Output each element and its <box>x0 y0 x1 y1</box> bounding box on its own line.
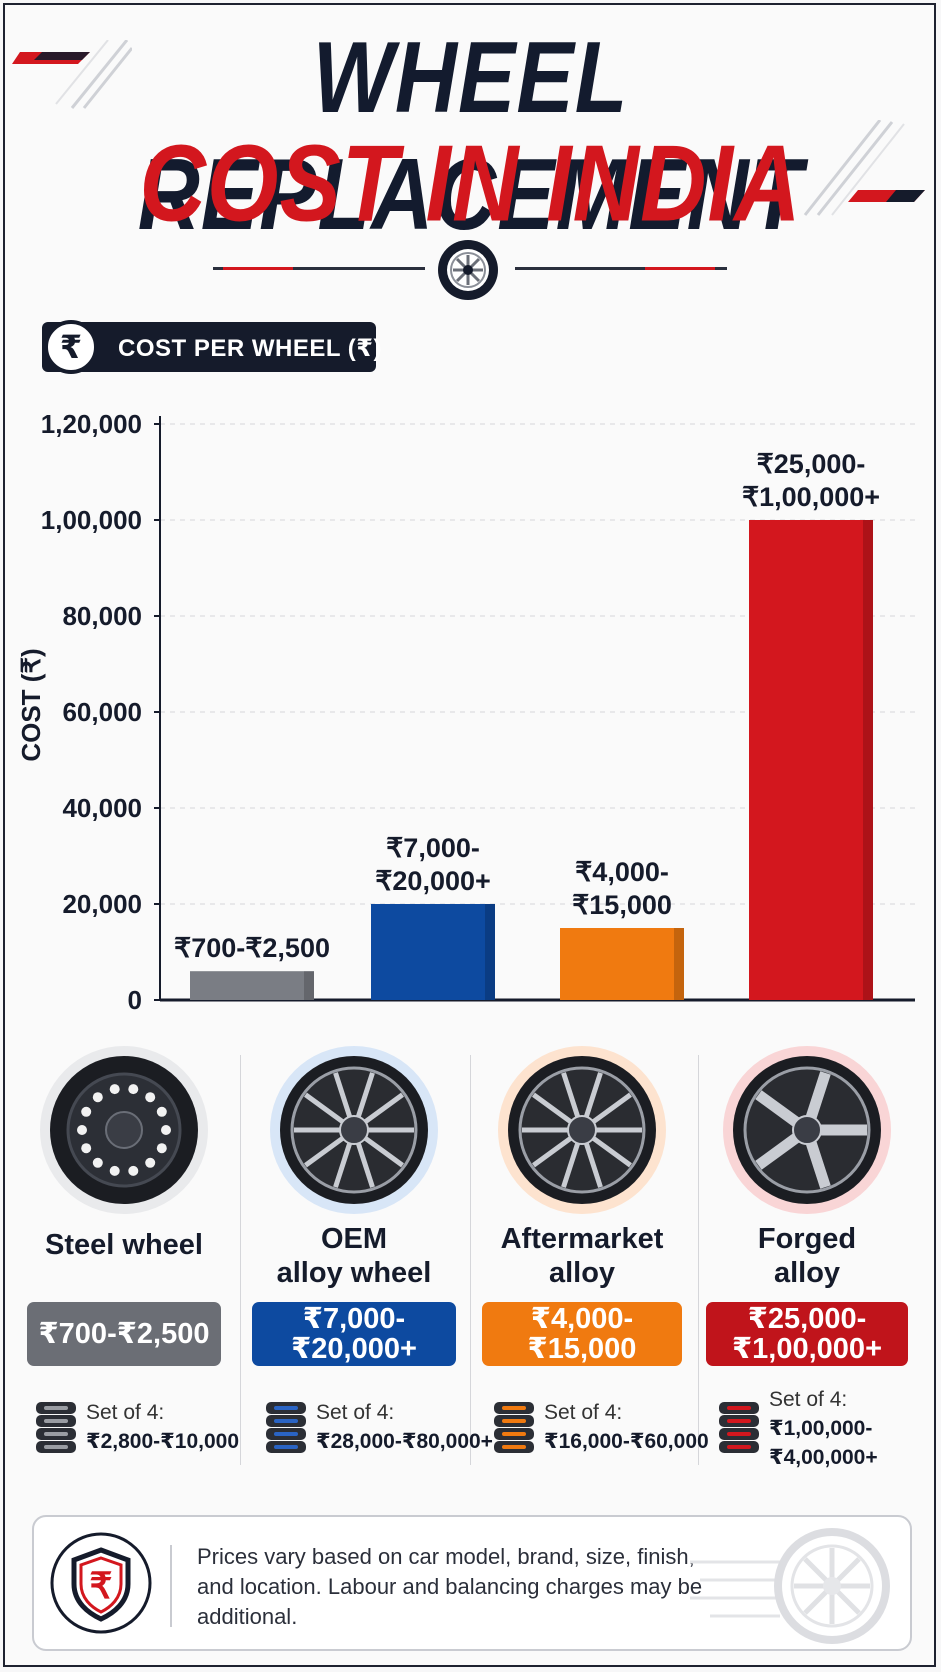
column-separator <box>470 1055 471 1465</box>
note-box <box>32 1515 912 1651</box>
bar-value-label: ₹20,000+ <box>375 866 491 896</box>
set-of-4-label: Set of 4: <box>86 1401 165 1424</box>
set-of-4-value: ₹28,000-₹80,000+ <box>316 1430 493 1453</box>
wheel-name-line: alloy wheel <box>276 1257 432 1289</box>
column-separator <box>698 1055 699 1465</box>
set-of-4-value: ₹4,00,000+ <box>769 1446 878 1469</box>
y-axis-label: COST (₹) <box>16 648 46 761</box>
title-line-1: WHEEL REPLACEMENT <box>137 21 804 252</box>
wheel-name-line: alloy <box>548 1257 616 1289</box>
price-tag: ₹25,000- ₹1,00,000+ <box>706 1302 908 1366</box>
bar-shade-1 <box>304 971 314 1000</box>
y-tick-label: 1,20,000 <box>41 409 142 439</box>
bar-value-label: ₹4,000- <box>575 857 669 887</box>
wheel-name: Aftermarket alloy <box>472 1222 692 1290</box>
y-tick-label: 0 <box>128 985 142 1015</box>
bar-1 <box>190 971 314 1000</box>
forged-alloy-wheel-icon <box>722 1045 892 1215</box>
set-of-4-text: Set of 4: ₹16,000-₹60,000 <box>544 1398 709 1456</box>
wheel-name-line: Forged <box>757 1223 857 1255</box>
price-tag-line: ₹7,000-₹20,000+ <box>291 1303 417 1365</box>
shield-rupee-icon: ₹ <box>50 1532 152 1634</box>
tire-stack-icon <box>264 1398 308 1456</box>
wheel-name: OEM alloy wheel <box>244 1222 464 1290</box>
wheel-name-line: Steel wheel <box>45 1229 203 1261</box>
wheel-name-line: Aftermarket <box>500 1223 664 1255</box>
price-tag: ₹700-₹2,500 <box>27 1302 221 1366</box>
tire-stack-icon <box>492 1398 536 1456</box>
note-separator <box>170 1545 172 1627</box>
bar-value-label: ₹700-₹2,500 <box>174 933 330 963</box>
note-rupee-symbol: ₹ <box>90 1565 113 1606</box>
y-tick-label: 40,000 <box>62 793 142 823</box>
bar-value-label: ₹1,00,000+ <box>742 482 880 512</box>
bar-value-label: ₹15,000 <box>572 890 672 920</box>
y-tick-label: 60,000 <box>62 697 142 727</box>
column-separator <box>240 1055 241 1465</box>
price-tag-line: ₹1,00,000+ <box>732 1333 882 1365</box>
set-of-4-label: Set of 4: <box>544 1401 623 1424</box>
note-text: Prices vary based on car model, brand, s… <box>197 1544 703 1629</box>
wheel-name-line: OEM <box>320 1223 388 1255</box>
bar-value-label: ₹7,000- <box>386 833 480 863</box>
aftermarket-alloy-wheel-icon <box>497 1045 667 1215</box>
divider-left <box>213 267 425 270</box>
set-of-4-label: Set of 4: <box>769 1388 848 1411</box>
rupee-icon: ₹ <box>44 320 98 374</box>
bar-shade-3 <box>674 928 684 1000</box>
y-tick-label: 80,000 <box>62 601 142 631</box>
oem-alloy-wheel-icon <box>269 1045 439 1215</box>
price-tag-line: ₹25,000- <box>747 1303 867 1335</box>
title-line-2: COST IN INDIA <box>139 123 802 245</box>
set-of-4-label: Set of 4: <box>316 1401 395 1424</box>
set-of-4-value: ₹2,800-₹10,000 <box>86 1430 239 1453</box>
price-tag-line: ₹4,000-₹15,000 <box>527 1303 637 1365</box>
bar-shade-4 <box>863 520 873 1000</box>
tire-stack-icon <box>34 1398 78 1456</box>
price-tag-line: ₹700-₹2,500 <box>38 1318 210 1350</box>
set-of-4-text: Set of 4: ₹28,000-₹80,000+ <box>316 1398 493 1456</box>
chart-header-label: COST PER WHEEL (₹) <box>118 335 382 362</box>
wheel-name: Steel wheel <box>14 1228 234 1262</box>
set-of-4-text: Set of 4: ₹2,800-₹10,000 <box>86 1398 239 1456</box>
wheel-name: Forged alloy <box>697 1222 917 1290</box>
set-of-4-value: ₹1,00,000- <box>769 1417 873 1440</box>
faded-wheel-icon <box>690 1528 890 1644</box>
divider-right <box>515 267 727 270</box>
bar-4 <box>749 520 873 1000</box>
bar-value-label: ₹25,000- <box>757 449 866 479</box>
wheel-badge-icon <box>438 240 498 300</box>
bar-shade-2 <box>485 904 495 1000</box>
wheel-name-line: alloy <box>773 1257 841 1289</box>
y-tick-label: 1,00,000 <box>41 505 142 535</box>
bar-2 <box>371 904 495 1000</box>
y-tick-label: 20,000 <box>62 889 142 919</box>
steel-wheel-icon <box>39 1045 209 1215</box>
price-tag: ₹4,000-₹15,000 <box>482 1302 682 1366</box>
price-tag: ₹7,000-₹20,000+ <box>252 1302 456 1366</box>
bar-chart: 0 20,000 40,000 60,000 80,000 1,00,000 1,20,00… <box>16 409 915 1015</box>
set-of-4-value: ₹16,000-₹60,000 <box>544 1430 709 1453</box>
set-of-4-text: Set of 4: ₹1,00,000- ₹4,00,000+ <box>769 1385 878 1472</box>
bar-3 <box>560 928 684 1000</box>
speed-stripes-left-icon <box>12 40 132 109</box>
speed-stripes-right-icon <box>803 120 925 216</box>
tire-stack-icon <box>717 1398 761 1456</box>
